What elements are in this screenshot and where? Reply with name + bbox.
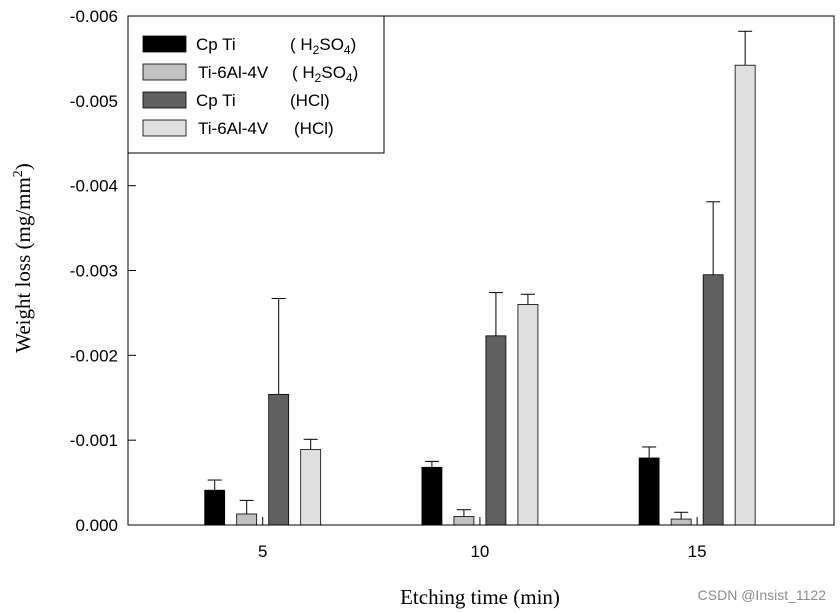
legend-swatch <box>142 63 187 81</box>
legend-series-medium: (HCl) <box>290 91 330 110</box>
x-tick-label: 15 <box>688 542 707 561</box>
y-axis: 0.000 -0.001 -0.002 -0.003 -0.004 -0.005 -0.00… <box>70 7 136 535</box>
legend-series-medium: (HCl) <box>294 119 334 138</box>
bar <box>485 335 507 526</box>
legend-medium-text: ) <box>353 63 359 82</box>
bar <box>670 518 692 526</box>
y-tick-label: -0.002 <box>70 346 118 365</box>
legend-items: Cp Ti( H2SO4)Ti-6Al-4V( H2SO4)Cp Ti (HCl)… <box>142 35 358 138</box>
legend-medium-text: ( H <box>292 63 315 82</box>
y-axis-title: Weight loss (mg/mm2) <box>11 163 35 353</box>
bar <box>421 466 443 526</box>
legend-medium-text: (HCl) <box>294 119 334 138</box>
legend-series-name: Cp Ti <box>196 35 236 54</box>
legend-swatch <box>142 119 187 137</box>
y-tick-label: -0.005 <box>70 92 118 111</box>
watermark-text: CSDN @Insist_1122 <box>698 587 827 603</box>
bar <box>300 449 322 526</box>
legend-series-medium: ( H2SO4) <box>290 35 356 57</box>
legend-medium-subscript: 4 <box>344 43 351 57</box>
y-tick-label: 0.000 <box>75 516 118 535</box>
bar <box>734 64 756 526</box>
legend-medium-subscript: 4 <box>346 71 353 85</box>
legend-series-name: Ti-6Al-4V <box>198 119 269 138</box>
legend-medium-subscript: 2 <box>313 43 320 57</box>
bar <box>453 516 475 526</box>
legend-medium-text: ( H <box>290 35 313 54</box>
legend-series-name: Ti-6Al-4V <box>198 63 269 82</box>
y-axis-title-close: ) <box>11 163 35 170</box>
y-axis-title-superscript: 2 <box>11 170 26 177</box>
bar <box>268 393 290 526</box>
legend-medium-text: SO <box>319 35 344 54</box>
bar <box>236 513 258 526</box>
x-axis-title: Etching time (min) <box>400 585 560 609</box>
bar <box>702 274 724 526</box>
y-tick-label: -0.003 <box>70 262 118 281</box>
bar <box>517 304 539 526</box>
x-tick-label: 5 <box>258 542 267 561</box>
bars-layer <box>204 30 756 526</box>
legend: Cp Ti( H2SO4)Ti-6Al-4V( H2SO4)Cp Ti (HCl)… <box>127 15 385 154</box>
legend-swatch <box>142 91 187 109</box>
y-tick-label: -0.001 <box>70 431 118 450</box>
bar <box>638 457 660 526</box>
x-tick-label: 10 <box>470 542 489 561</box>
legend-swatch <box>142 35 187 53</box>
legend-medium-subscript: 2 <box>315 71 322 85</box>
legend-medium-text: (HCl) <box>290 91 330 110</box>
legend-series-medium: ( H2SO4) <box>292 63 358 85</box>
legend-medium-text: SO <box>321 63 346 82</box>
y-axis-title-main: Weight loss (mg/mm <box>11 177 35 353</box>
x-axis: 5 10 15 <box>258 517 707 561</box>
legend-series-name: Cp Ti <box>196 91 236 110</box>
y-tick-label: -0.004 <box>70 177 118 196</box>
y-tick-label: -0.006 <box>70 7 118 26</box>
legend-medium-text: ) <box>351 35 357 54</box>
bar <box>204 489 226 526</box>
